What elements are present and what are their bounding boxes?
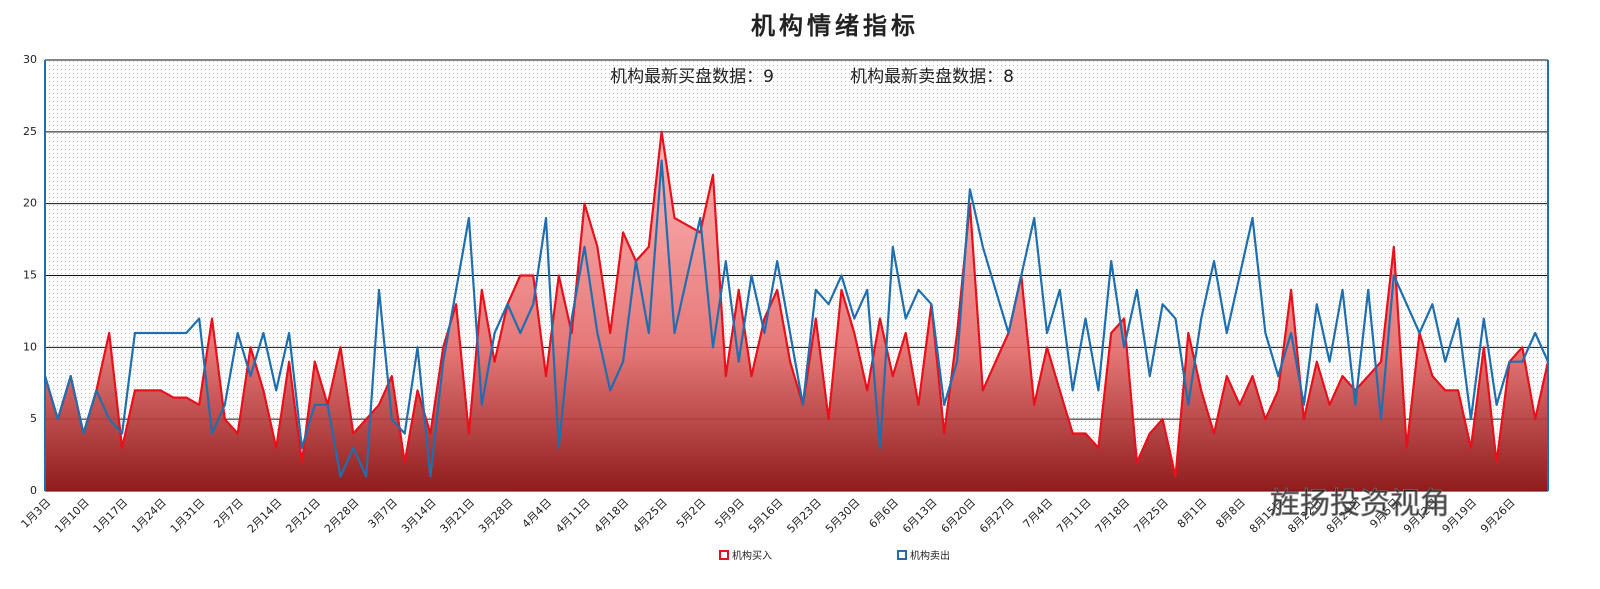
x-tick-label: 3月21日 [438,496,478,536]
legend-label: 机构卖出 [910,549,950,562]
y-tick-label: 10 [23,340,37,353]
x-tick-label: 2月28日 [322,496,362,536]
legend-label: 机构买入 [732,549,772,562]
x-tick-label: 2月21日 [283,496,323,536]
y-tick-label: 20 [23,197,37,210]
x-tick-label: 6月20日 [939,496,979,536]
series-line [43,159,1550,478]
x-tick-label: 3月14日 [399,496,439,536]
x-tick-label: 1月24日 [129,496,169,536]
watermark: 旌扬投资视角 [1270,487,1450,522]
x-tick-label: 2月14日 [245,496,285,536]
x-tick-label: 1月17日 [91,496,131,536]
y-tick-label: 25 [23,125,37,138]
x-tick-label: 1月10日 [52,496,92,536]
x-tick-label: 5月30日 [823,496,863,536]
x-tick-label: 1月3日 [19,496,54,531]
x-tick-label: 5月9日 [712,496,747,531]
x-tick-label: 6月13日 [900,496,940,536]
area [45,131,1548,492]
x-tick-label: 7月11日 [1054,496,1094,536]
legend-swatch [719,550,729,560]
x-tick-label: 6月6日 [866,496,901,531]
x-tick-label: 7月4日 [1021,496,1056,531]
x-tick-label: 5月2日 [674,496,709,531]
x-tick-label: 1月31日 [168,496,208,536]
x-tick-label: 5月16日 [746,496,786,536]
y-tick-label: 15 [23,269,37,282]
chart-title: 机构情绪指标 [751,12,919,40]
x-tick-label: 5月23日 [784,496,824,536]
series-line [43,130,1550,478]
x-tick-label: 8月8日 [1213,496,1248,531]
x-tick-label: 7月25日 [1131,496,1171,536]
x-tick-label: 4月4日 [520,496,555,531]
x-tick-label: 3月7日 [365,496,400,531]
x-tick-label: 7月18日 [1093,496,1133,536]
x-tick-label: 4月18日 [592,496,632,536]
x-tick-label: 2月7日 [211,496,246,531]
y-tick-label: 5 [30,412,37,425]
x-tick-label: 3月28日 [476,496,516,536]
legend-swatch [897,550,907,560]
y-tick-label: 30 [23,53,37,66]
subtitle: 机构最新卖盘数据：8 [850,67,1014,87]
subtitle: 机构最新买盘数据：9 [610,67,774,87]
x-tick-label: 9月26日 [1478,496,1518,536]
x-tick-label: 8月1日 [1175,496,1210,531]
x-tick-label: 4月25日 [630,496,670,536]
x-tick-label: 4月11日 [553,496,593,536]
x-tick-label: 6月27日 [977,496,1017,536]
y-tick-label: 0 [30,484,37,497]
